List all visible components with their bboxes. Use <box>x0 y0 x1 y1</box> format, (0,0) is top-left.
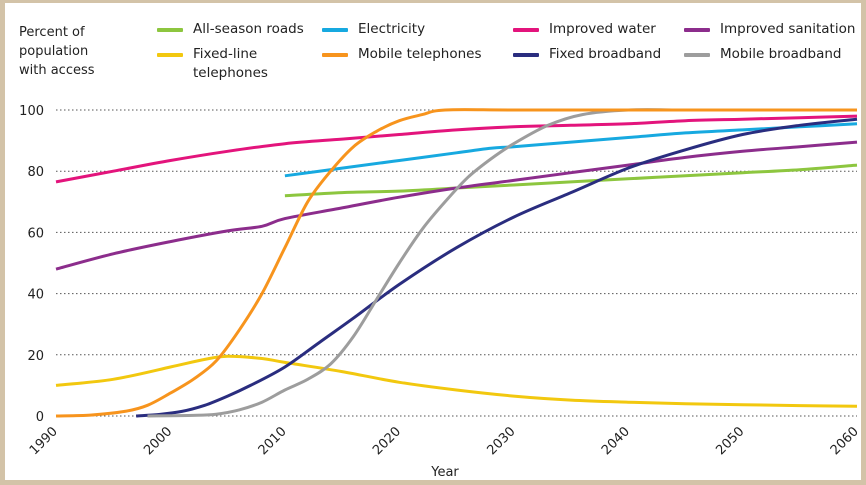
x-tick-label-1990: 1990 <box>27 424 61 458</box>
y-axis-title: Percent of population with access <box>19 23 149 80</box>
legend-label-mobile-broadband: Mobile broadband <box>720 46 842 62</box>
series-line-improved-water <box>55 114 858 184</box>
legend-swatch-mobile-telephones <box>322 53 348 57</box>
series-line-fixed-line-telephones <box>55 354 858 408</box>
y-axis-title-line-1: Percent of <box>19 25 85 40</box>
y-tick-label-60: 60 <box>27 226 44 241</box>
series-line-mobile-telephones <box>55 108 857 418</box>
legend-item-fixed-broadband: Fixed broadband <box>513 45 661 64</box>
legend-item-improved-water: Improved water <box>513 20 656 39</box>
legend-item-mobile-telephones: Mobile telephones <box>322 45 482 64</box>
x-tick-label-2000: 2000 <box>141 424 175 458</box>
series-line-electricity <box>284 122 858 178</box>
legend-item-electricity: Electricity <box>322 20 425 39</box>
x-axis-title: Year <box>430 465 459 480</box>
legend-swatch-fixed-line-telephones <box>157 53 183 57</box>
legend-swatch-improved-water <box>513 28 539 32</box>
series-line-improved-sanitation <box>55 140 858 271</box>
legend-item-fixed-line-telephones: Fixed-line telephones <box>157 45 303 83</box>
legend-label-mobile-telephones: Mobile telephones <box>358 46 482 62</box>
legend-label-all-season-roads: All-season roads <box>193 21 304 37</box>
legend-item-improved-sanitation: Improved sanitation <box>684 20 855 39</box>
y-tick-label-0: 0 <box>36 410 44 425</box>
x-tick-label-2050: 2050 <box>713 424 747 458</box>
y-tick-label-20: 20 <box>27 349 44 364</box>
legend-swatch-electricity <box>322 28 348 32</box>
legend-swatch-fixed-broadband <box>513 53 539 57</box>
legend-swatch-all-season-roads <box>157 28 183 32</box>
y-axis-title-line-3: with access <box>19 63 95 78</box>
legend-label-fixed-line-telephones: Fixed-line telephones <box>193 46 268 81</box>
legend-item-all-season-roads: All-season roads <box>157 20 304 39</box>
y-axis-title-line-2: population <box>19 44 89 59</box>
y-tick-label-100: 100 <box>19 104 44 119</box>
series-line-fixed-broadband <box>135 117 858 418</box>
y-tick-label-40: 40 <box>27 288 44 303</box>
x-tick-label-2020: 2020 <box>370 424 404 458</box>
y-tick-label-80: 80 <box>27 165 44 180</box>
legend-swatch-mobile-broadband <box>684 53 710 57</box>
legend-item-mobile-broadband: Mobile broadband <box>684 45 841 64</box>
x-tick-label-2040: 2040 <box>599 424 633 458</box>
series-line-mobile-broadband <box>147 108 857 418</box>
x-tick-label-2010: 2010 <box>256 424 290 458</box>
legend-label-fixed-broadband: Fixed broadband <box>549 46 662 62</box>
legend-label-electricity: Electricity <box>358 21 426 37</box>
legend-swatch-improved-sanitation <box>684 28 710 32</box>
x-tick-label-2030: 2030 <box>485 424 519 458</box>
series-line-all-season-roads <box>284 163 858 198</box>
legend-label-improved-water: Improved water <box>549 21 656 37</box>
x-tick-label-2060: 2060 <box>828 424 862 458</box>
legend-label-improved-sanitation: Improved sanitation <box>720 21 856 37</box>
